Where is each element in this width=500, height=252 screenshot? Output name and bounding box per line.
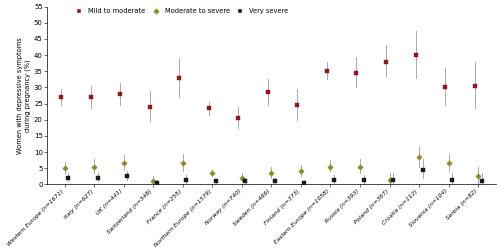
Y-axis label: Women with depressive symptoms
during pregnancy (%): Women with depressive symptoms during pr… [18, 37, 31, 154]
Legend: Mild to moderate, Moderate to severe, Very severe: Mild to moderate, Moderate to severe, Ve… [72, 8, 288, 14]
